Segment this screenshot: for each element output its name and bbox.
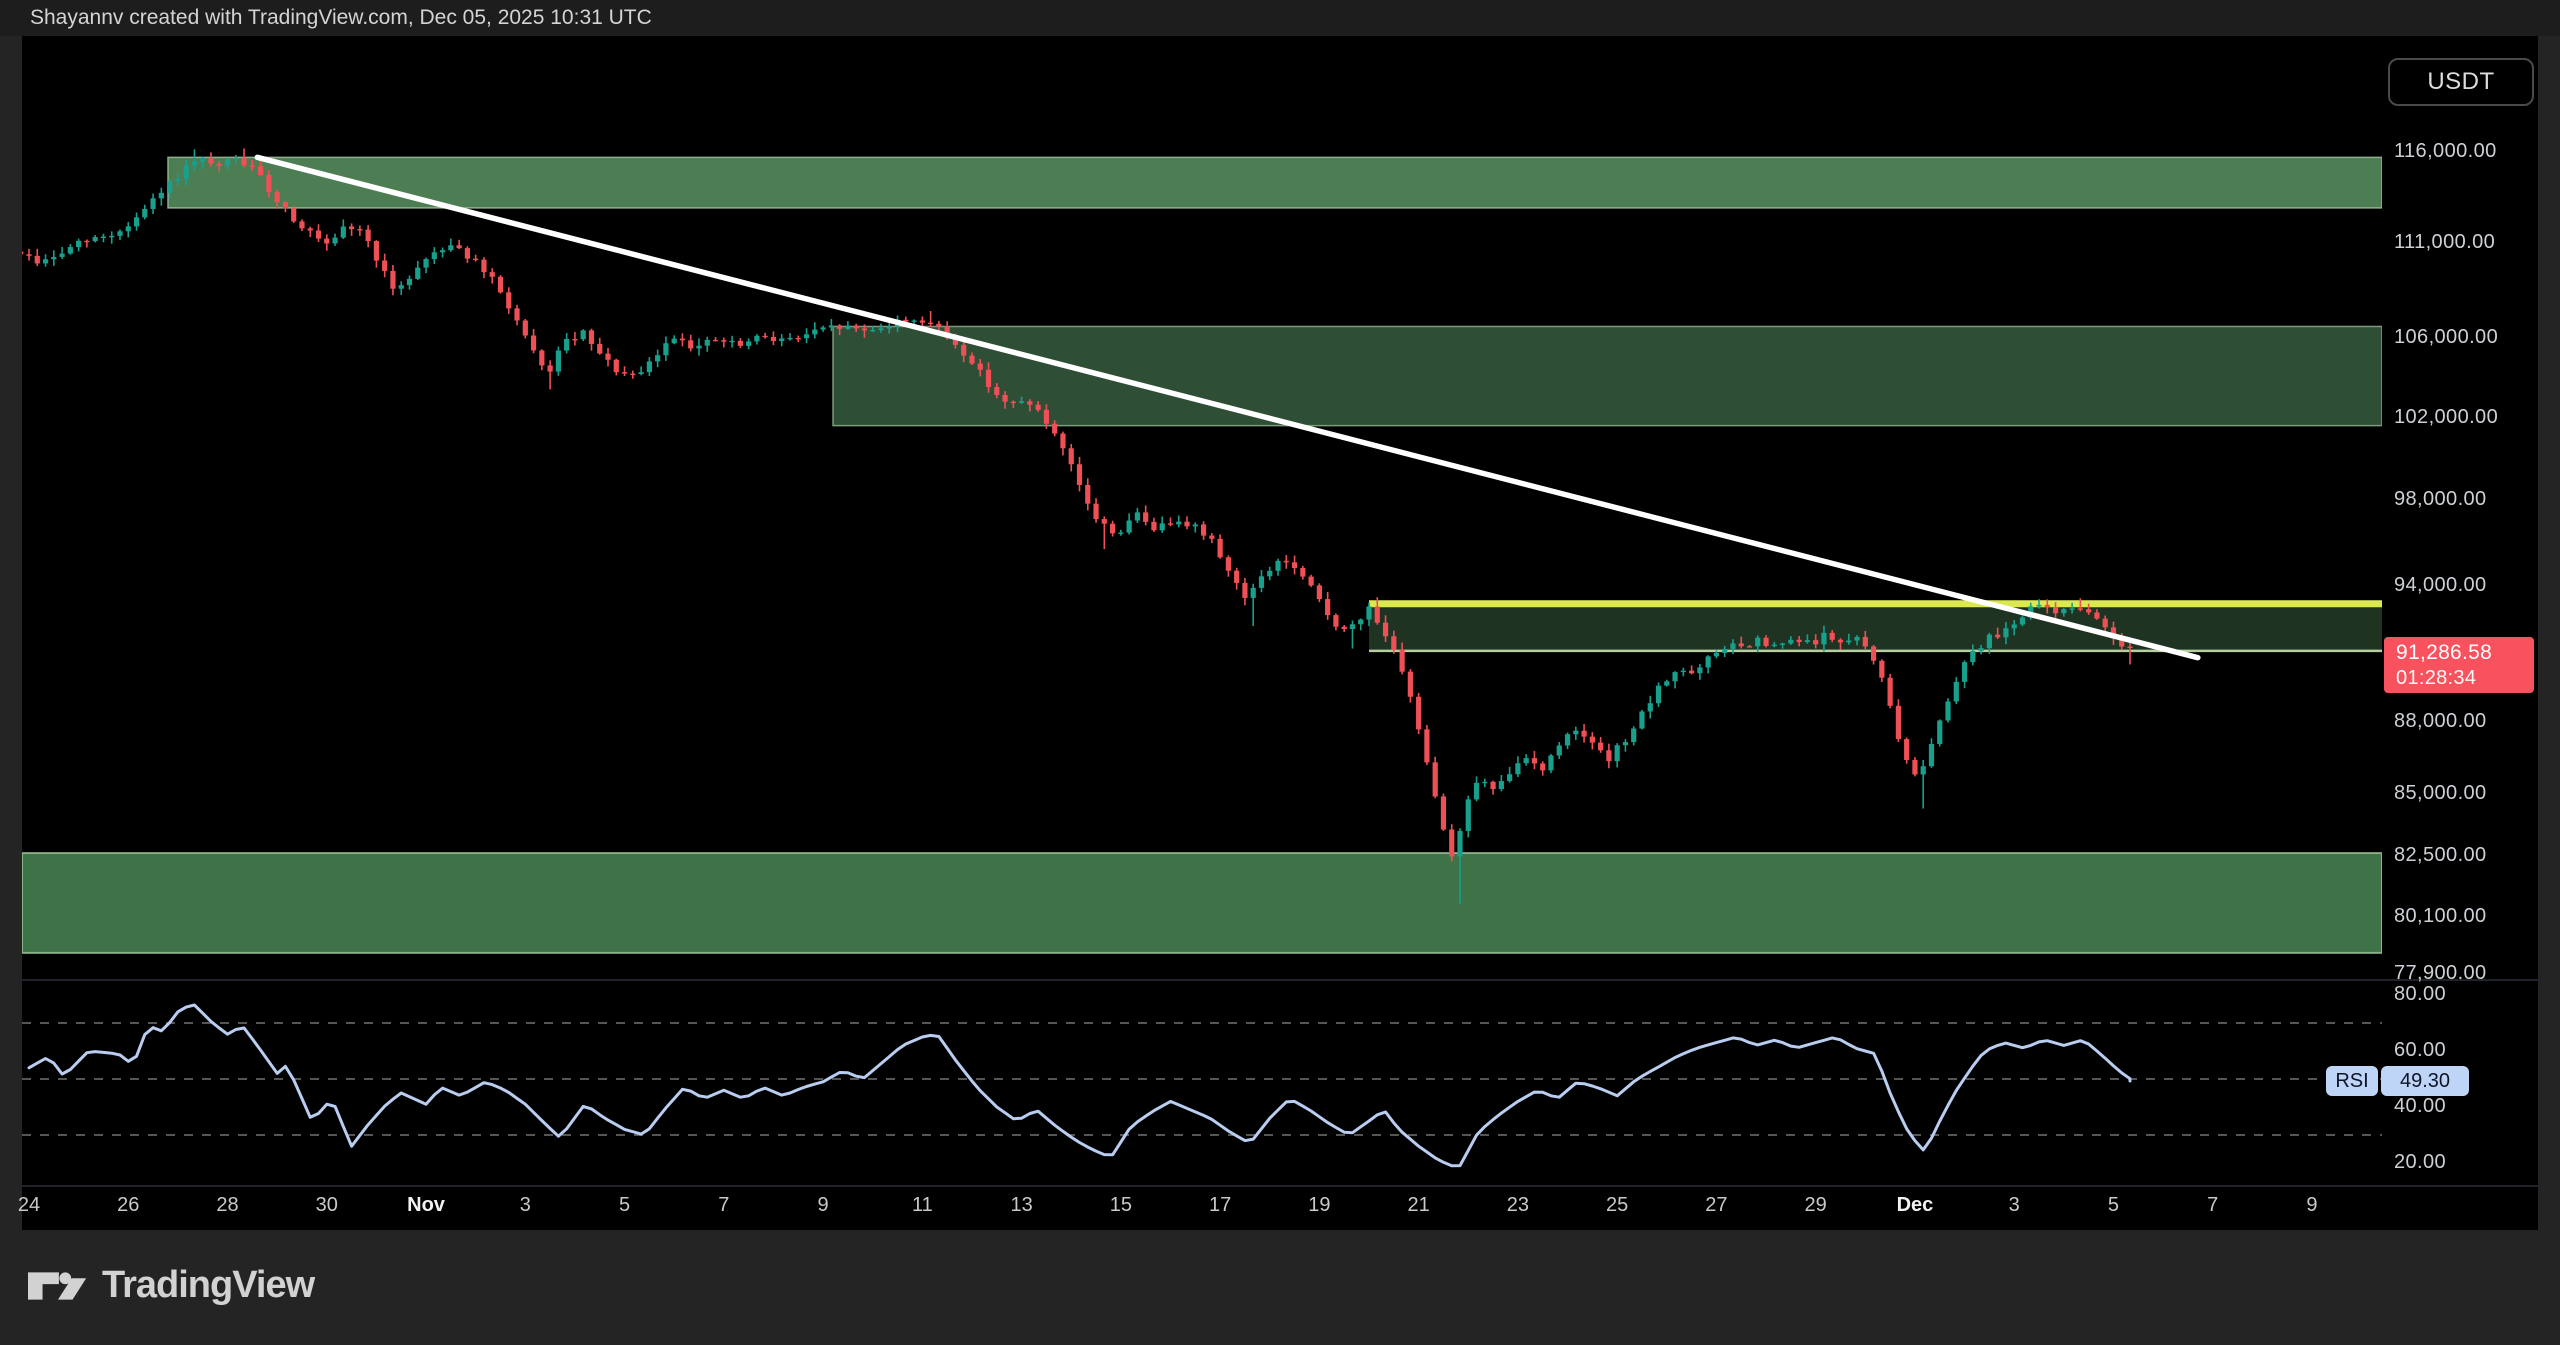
time-tick-label: 26 xyxy=(117,1194,140,1216)
attribution-bar: Shayannv created with TradingView.com, D… xyxy=(0,0,2560,36)
last-price-label: 91,286.58 01:28:34 xyxy=(2384,636,2534,693)
price-tick-label: 106,000.00 xyxy=(2394,326,2499,349)
time-tick-label: 5 xyxy=(2107,1194,2120,1216)
rsi-value-label: RSI 49.30 xyxy=(2326,1066,2469,1096)
rsi-tick-label: 20.00 xyxy=(2394,1151,2447,1173)
candlestick-series[interactable] xyxy=(2,148,2133,904)
supply-demand-zones[interactable] xyxy=(22,156,2382,954)
time-tick-label: 7 xyxy=(2207,1194,2219,1216)
rsi-band-lines xyxy=(22,1022,2382,1136)
bottom-bar: TradingView xyxy=(0,1230,2560,1345)
right-frame-strip xyxy=(2538,36,2560,1230)
time-tick-label: 11 xyxy=(911,1194,933,1216)
price-tick-label: 116,000.00 xyxy=(2394,140,2497,162)
price-tick-label: 88,000.00 xyxy=(2394,710,2487,733)
time-tick-label: 25 xyxy=(1606,1194,1629,1216)
time-tick-label: Dec xyxy=(1896,1194,1934,1216)
supply-zone-november xyxy=(833,326,2382,426)
price-tick-label: 94,000.00 xyxy=(2394,574,2487,597)
time-tick-label: 17 xyxy=(1208,1194,1232,1216)
price-tick-label: 98,000.00 xyxy=(2394,488,2487,511)
time-tick-label: Nov xyxy=(407,1194,445,1216)
time-tick-label: 13 xyxy=(1010,1194,1033,1216)
price-tick-label: 102,000.00 xyxy=(2394,405,2499,428)
time-tick-label: 29 xyxy=(1804,1194,1827,1216)
time-tick-label: 9 xyxy=(817,1194,829,1216)
price-tick-label: 82,500.00 xyxy=(2394,843,2487,866)
time-tick-label: 19 xyxy=(1308,1194,1331,1216)
supply-zone-october-top xyxy=(167,157,2382,208)
time-tick-label: 27 xyxy=(1705,1194,1728,1216)
rsi-tick-label: 60.00 xyxy=(2394,1039,2447,1061)
rsi-tick-label: 80.00 xyxy=(2394,983,2447,1005)
time-tick-label: 21 xyxy=(1407,1194,1430,1216)
price-tick-label: 77,900.00 xyxy=(2394,962,2487,984)
time-tick-label: 3 xyxy=(2008,1194,2020,1216)
demand-zone-bottom xyxy=(22,853,2382,953)
time-tick-label: 30 xyxy=(315,1194,338,1216)
time-tick-label: 24 xyxy=(17,1194,41,1216)
currency-toggle-button[interactable]: USDT xyxy=(2388,58,2534,106)
currency-toggle-label: USDT xyxy=(2427,68,2495,95)
tradingview-logo-icon xyxy=(28,1271,87,1300)
left-frame-strip xyxy=(0,36,22,1230)
resistance-flip-zone xyxy=(1369,603,2382,651)
rsi-indicator-name: RSI xyxy=(2326,1066,2378,1096)
tradingview-logo-text: TradingView xyxy=(102,1264,315,1306)
price-tick-label: 80,100.00 xyxy=(2394,904,2487,927)
rsi-line[interactable] xyxy=(27,1003,2132,1168)
attribution-text: Shayannv created with TradingView.com, D… xyxy=(30,6,652,29)
tradingview-logo[interactable]: TradingView xyxy=(28,1264,315,1307)
time-tick-label: 28 xyxy=(216,1194,239,1216)
time-tick-label: 9 xyxy=(2306,1194,2318,1216)
time-tick-label: 3 xyxy=(519,1194,531,1216)
price-tick-label: 111,000.00 xyxy=(2394,230,2496,253)
time-tick-label: 7 xyxy=(718,1194,730,1216)
time-tick-label: 15 xyxy=(1109,1194,1132,1216)
last-price-value: 91,286.58 xyxy=(2396,640,2493,664)
time-tick-label: 23 xyxy=(1506,1194,1530,1216)
pane-separators xyxy=(22,979,2538,1187)
descending-trendline[interactable] xyxy=(254,154,2201,661)
rsi-indicator-value: 49.30 xyxy=(2381,1066,2469,1096)
time-tick-label: 5 xyxy=(618,1194,631,1216)
price-tick-label: 85,000.00 xyxy=(2394,781,2487,804)
bar-countdown: 01:28:34 xyxy=(2396,666,2477,689)
rsi-tick-label: 40.00 xyxy=(2394,1095,2447,1117)
